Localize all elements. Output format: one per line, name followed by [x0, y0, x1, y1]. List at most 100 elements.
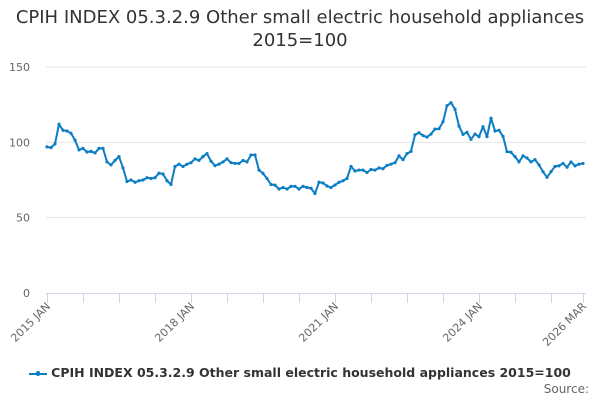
data-point [469, 137, 473, 141]
data-point [553, 164, 557, 169]
x-tick-label: 2018 JAN [152, 300, 197, 345]
data-point [241, 158, 245, 163]
data-point [141, 178, 145, 182]
data-point [441, 120, 445, 124]
data-point [265, 176, 269, 181]
data-point [401, 158, 405, 162]
data-point [437, 127, 441, 131]
data-point [433, 127, 437, 131]
data-point [181, 164, 185, 169]
y-tick-label: 150 [9, 61, 30, 74]
data-point [385, 163, 389, 167]
data-point [261, 171, 265, 175]
data-point [449, 101, 453, 105]
data-point [225, 157, 229, 161]
data-point [269, 182, 273, 187]
data-point [337, 180, 341, 184]
y-tick-label: 100 [9, 136, 30, 149]
data-point [45, 145, 49, 149]
data-point [213, 164, 217, 168]
data-point [309, 186, 313, 190]
y-tick-label: 50 [16, 212, 30, 225]
data-point [549, 170, 553, 174]
data-point [577, 162, 581, 166]
data-point [465, 130, 469, 134]
data-point [397, 154, 401, 158]
data-point [197, 158, 201, 163]
data-point [113, 158, 117, 163]
data-point [93, 151, 97, 155]
data-point [177, 162, 181, 166]
data-point [97, 146, 101, 150]
data-point [273, 183, 277, 187]
data-point [209, 159, 213, 163]
data-point [221, 160, 225, 164]
x-tick-label: 2015 JAN [8, 300, 53, 345]
data-point [461, 132, 465, 136]
data-point [325, 184, 329, 188]
data-point [145, 176, 149, 180]
y-tick-label: 0 [23, 287, 30, 300]
source-label: Source: [543, 382, 589, 396]
data-point [121, 166, 125, 170]
data-point [581, 161, 585, 166]
data-point [129, 178, 133, 182]
data-point [425, 135, 429, 139]
data-point [301, 184, 305, 188]
data-point [405, 152, 409, 156]
data-point [57, 122, 61, 126]
data-point [541, 170, 545, 174]
data-point [369, 167, 373, 172]
data-point [161, 172, 165, 176]
legend-line-swatch [29, 371, 48, 376]
data-point [529, 160, 533, 164]
data-point [157, 171, 161, 175]
data-point [445, 104, 449, 108]
data-point [293, 184, 297, 188]
data-point [149, 176, 153, 181]
data-point [201, 155, 205, 159]
data-point [297, 187, 301, 191]
data-point [357, 168, 361, 172]
data-point [557, 164, 561, 168]
data-point [493, 129, 497, 133]
data-point [321, 181, 325, 185]
data-point [477, 135, 481, 139]
data-point [285, 187, 289, 191]
data-point [561, 161, 565, 166]
data-point [497, 128, 501, 132]
data-point [413, 133, 417, 137]
data-point [189, 161, 193, 165]
data-point [341, 179, 345, 183]
data-point [289, 184, 293, 188]
data-point [133, 180, 137, 184]
data-point [565, 165, 569, 169]
data-point [237, 161, 241, 166]
data-point [249, 153, 253, 157]
data-point [417, 131, 421, 135]
data-point [229, 161, 233, 165]
legend[interactable]: CPIH INDEX 05.3.2.9 Other small electric… [0, 365, 600, 380]
data-point [485, 135, 489, 139]
x-tick-label: 2021 JAN [296, 300, 341, 345]
data-point [85, 150, 89, 154]
data-point [545, 175, 549, 179]
data-point [525, 156, 529, 160]
data-point [125, 179, 129, 184]
data-point [245, 160, 249, 164]
data-point [81, 146, 85, 150]
data-point [473, 132, 477, 136]
data-point [105, 160, 109, 164]
data-point [349, 164, 353, 169]
data-point [509, 150, 513, 154]
data-point [257, 168, 261, 172]
data-point [329, 185, 333, 190]
data-point [409, 149, 413, 153]
data-point [233, 161, 237, 166]
data-point [481, 125, 485, 129]
data-point [489, 116, 493, 120]
data-point [281, 185, 285, 190]
data-point [393, 161, 397, 165]
data-point [69, 131, 73, 135]
